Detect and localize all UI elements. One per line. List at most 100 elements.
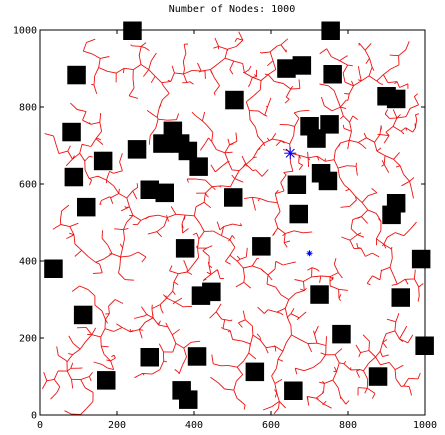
tree-edge — [56, 386, 61, 393]
tree-edge — [409, 108, 411, 110]
tree-edge — [123, 228, 129, 231]
tree-edge — [380, 361, 390, 366]
tree-edge — [295, 290, 305, 294]
tree-edge — [68, 335, 74, 344]
tree-edge — [157, 322, 160, 326]
tree-edge — [222, 319, 226, 329]
tree-edge — [229, 235, 233, 240]
obstacle — [277, 59, 296, 78]
tree-edge — [252, 265, 262, 270]
tree-edge — [97, 175, 100, 178]
tree-edge — [283, 240, 291, 244]
tree-edge — [267, 137, 270, 141]
tree-edge — [243, 352, 250, 362]
tree-edge — [119, 161, 123, 171]
tree-edge — [389, 258, 393, 268]
tree-edge — [80, 407, 88, 415]
tree-edge — [264, 73, 269, 76]
tree-edge — [142, 373, 145, 376]
tree-edge — [203, 278, 207, 281]
tree-edge — [205, 179, 213, 188]
tree-edge — [213, 363, 222, 367]
tree-edge — [271, 401, 280, 408]
tree-edge — [295, 367, 305, 372]
tree-edge — [107, 70, 117, 74]
tree-edge — [186, 178, 189, 183]
tree-edge — [307, 396, 317, 399]
tree-edge — [209, 69, 213, 74]
tree-edge — [207, 261, 210, 266]
tree-edge — [265, 348, 269, 354]
tree-edge — [99, 122, 103, 132]
tree-edge — [340, 115, 344, 120]
tree-edge — [274, 389, 278, 393]
tree-edge — [280, 140, 285, 144]
tree-edge — [91, 327, 97, 335]
tree-edge — [203, 201, 212, 209]
tree-edge — [99, 113, 102, 123]
obstacle — [175, 239, 195, 258]
tree-edge — [141, 306, 148, 315]
tree-edge — [341, 236, 351, 241]
tree-edge — [253, 89, 261, 97]
tree-edge — [170, 206, 177, 215]
tree-edge — [311, 275, 321, 278]
tree-edge — [225, 254, 231, 262]
tree-edge — [110, 357, 116, 362]
tree-edge — [66, 370, 72, 380]
tree-edge — [88, 376, 92, 382]
tree-edge — [290, 313, 300, 319]
tree-edge — [186, 81, 191, 84]
tree-edge — [126, 215, 134, 223]
tree-edge — [374, 142, 378, 152]
tree-edge — [252, 334, 261, 341]
tree-edge — [324, 105, 333, 112]
tree-edge — [293, 112, 300, 119]
tree-edge — [340, 396, 347, 405]
tree-edge — [217, 57, 226, 65]
tree-edge — [192, 232, 197, 236]
tree-edge — [166, 297, 176, 303]
tree-edge — [376, 74, 384, 82]
tree-edge — [217, 382, 225, 390]
tree-edge — [367, 387, 376, 394]
tree-edge — [208, 137, 213, 142]
tree-edge — [389, 267, 395, 276]
tree-edge — [393, 158, 401, 167]
tree-edge — [389, 117, 397, 119]
tree-edge — [147, 231, 157, 235]
tree-edge — [66, 234, 75, 240]
tree-edge — [379, 342, 384, 352]
tree-edge — [338, 294, 342, 299]
tree-edge — [290, 308, 295, 314]
tree-edge — [222, 328, 231, 332]
tree-edge — [224, 388, 234, 391]
tree-edge — [151, 304, 161, 310]
tree-edge — [409, 181, 413, 190]
tree-edge — [241, 340, 251, 345]
tree-edge — [133, 315, 143, 319]
tree-edge — [242, 310, 246, 320]
tree-edge — [216, 221, 219, 225]
tree-edge — [69, 226, 75, 236]
tree-edge — [193, 206, 197, 216]
tree-edge — [284, 308, 288, 318]
tree-edge — [332, 379, 339, 388]
tree-edge — [283, 83, 291, 90]
tree-edge — [248, 352, 257, 360]
tree-edge — [323, 400, 327, 405]
tree-edge — [303, 281, 305, 291]
tree-edge — [331, 56, 340, 62]
tree-edge — [322, 381, 325, 384]
obstacle — [178, 141, 198, 161]
tree-edge — [230, 319, 233, 322]
tree-edge — [178, 372, 180, 374]
tree-edge — [340, 106, 347, 110]
tree-edge — [408, 386, 413, 396]
tree-edge — [333, 366, 338, 372]
tree-edge — [245, 164, 248, 167]
tree-edge — [120, 247, 124, 257]
x-tick-label: 200 — [108, 420, 126, 431]
tree-edge — [394, 364, 404, 370]
tree-edge — [154, 75, 163, 84]
